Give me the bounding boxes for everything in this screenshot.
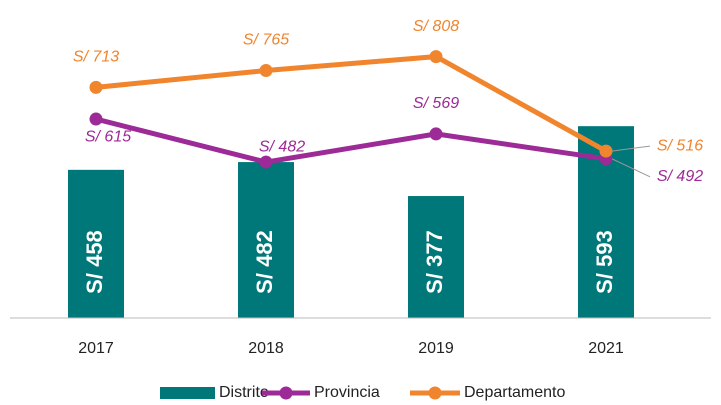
bar-label: S/ 377: [422, 230, 447, 294]
legend-label: Distrito: [219, 384, 269, 401]
bar: [238, 162, 294, 318]
x-tick-label: 2018: [248, 340, 284, 357]
point: [599, 144, 613, 158]
legend-label: Provincia: [314, 384, 380, 401]
point: [429, 50, 443, 64]
point: [89, 112, 103, 126]
x-tick-label: 2021: [588, 340, 624, 357]
line: [95, 54, 608, 154]
legend-swatch: [428, 386, 442, 400]
value-label: S/ 482: [259, 138, 305, 155]
point: [259, 155, 273, 169]
x-tick-label: 2017: [78, 340, 114, 357]
value-label: S/ 713: [73, 49, 119, 66]
bar-label: S/ 593: [592, 230, 617, 294]
bar: [68, 169, 124, 318]
value-label: S/ 615: [85, 128, 131, 145]
value-label: S/ 765: [243, 32, 289, 49]
legend-label: Departamento: [464, 384, 565, 401]
line: [95, 116, 607, 165]
bar-label: S/ 482: [252, 230, 277, 294]
value-label: S/ 516: [657, 137, 703, 154]
value-label: S/ 569: [413, 95, 459, 112]
point: [89, 80, 103, 94]
point: [259, 64, 273, 78]
leader-line: [611, 145, 651, 152]
value-label: S/ 808: [413, 18, 459, 35]
point: [429, 127, 443, 141]
value-label: S/ 492: [657, 168, 703, 185]
leader-line: [611, 158, 651, 178]
bar: [408, 196, 464, 318]
legend-swatch: [279, 386, 293, 400]
legend-swatch: [160, 387, 215, 399]
x-tick-label: 2019: [418, 340, 454, 357]
bar-label: S/ 458: [82, 230, 107, 294]
